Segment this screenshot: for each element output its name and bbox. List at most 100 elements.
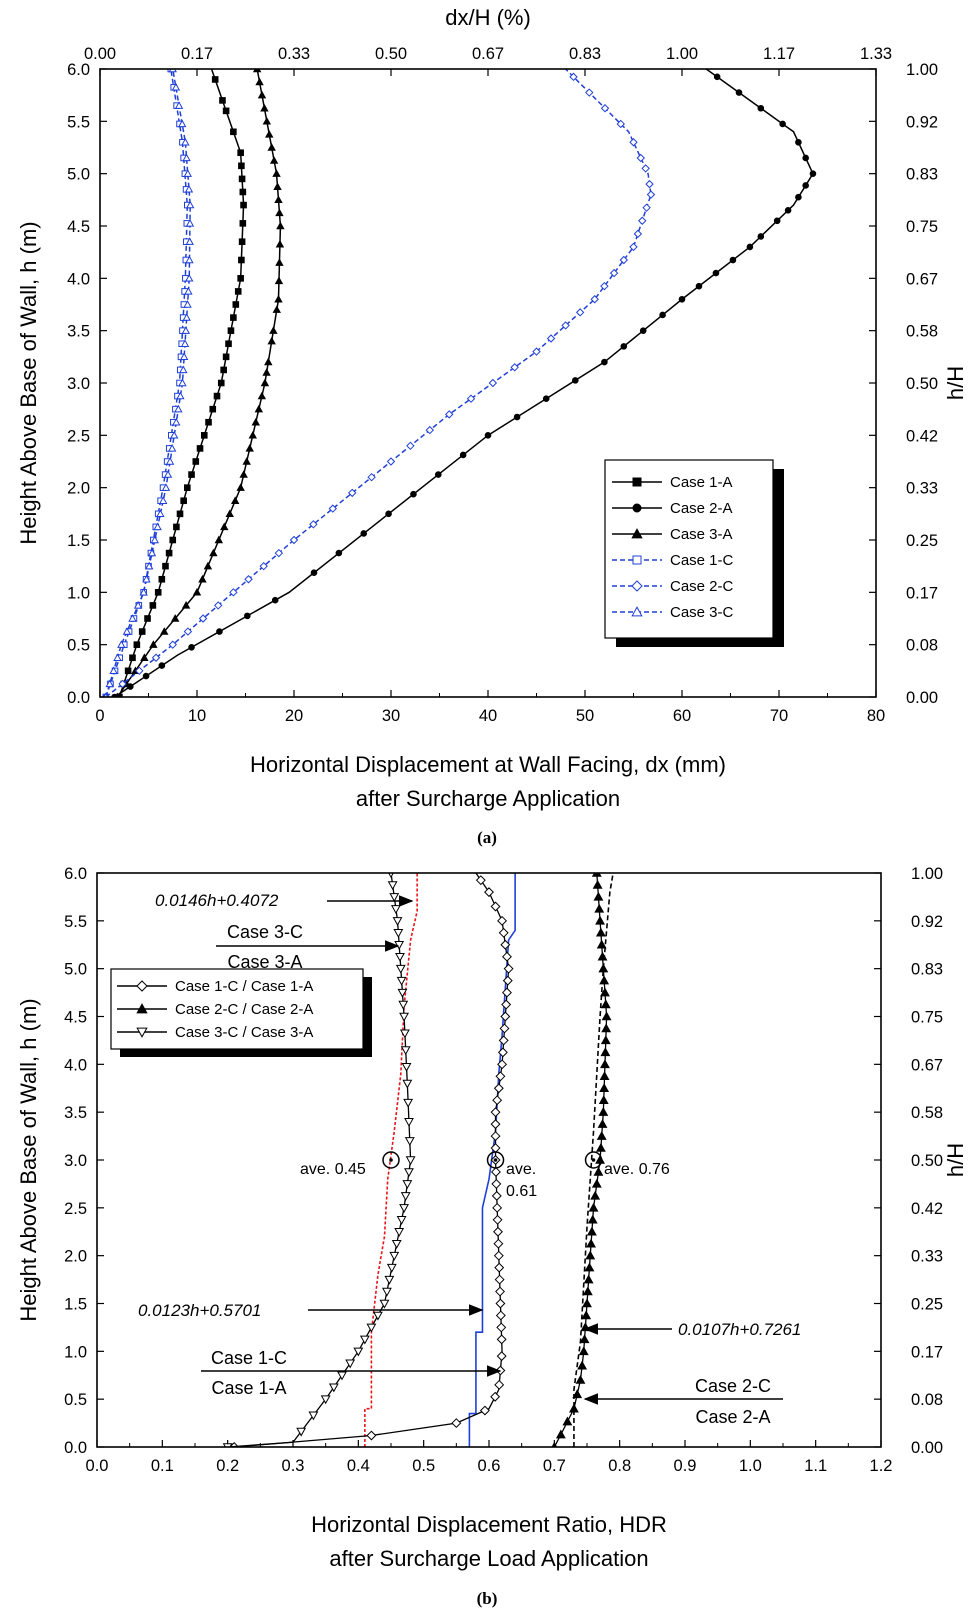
data-point-case-2-c-case-2-a: [583, 1274, 594, 1284]
data-point-case-1-a: [230, 128, 237, 136]
data-point-case-1-c-case-1-a: [495, 1310, 506, 1321]
data-point-case-1-a: [219, 97, 226, 104]
data-point-case-1-c-case-1-a: [366, 1430, 377, 1441]
data-point-case-2-c-case-2-a: [595, 915, 605, 925]
data-point-case-3-a: [220, 522, 229, 531]
data-point-case-3-c-case-3-a: [366, 1323, 377, 1333]
data-point-case-1-a: [213, 392, 221, 400]
x-tick-label: 0.4: [347, 1457, 370, 1475]
plot-frame: [96, 872, 882, 1448]
data-point-case-2-a: [158, 662, 166, 669]
data-point-case-3-c-case-3-a: [395, 964, 406, 974]
legend-marker-case-2-a: [632, 503, 642, 513]
data-point-case-2-c-case-2-a: [601, 1023, 612, 1033]
data-point-case-3-c-case-3-a: [345, 1359, 356, 1369]
data-point-case-3-c: [147, 548, 157, 557]
data-point-case-2-c-case-2-a: [581, 1310, 592, 1320]
data-point-case-3-a: [214, 535, 224, 544]
data-point-case-3-a: [198, 574, 207, 583]
data-point-case-3-a: [203, 561, 213, 570]
fit-annotation-case1: 0.0123h+0.5701: [138, 1301, 484, 1320]
data-point-case-2-c: [642, 203, 651, 212]
data-point-case-1-a: [188, 471, 195, 478]
x-tick-label: 30: [382, 707, 400, 725]
data-point-case-1-c-case-1-a: [490, 1391, 501, 1402]
y2-tick-label: 0.50: [911, 1152, 943, 1170]
data-point-case-2-c: [633, 229, 643, 239]
x-tick-label: 1.1: [804, 1457, 827, 1475]
legend-marker-case-2-c: [631, 580, 643, 592]
data-point-case-2-a: [310, 569, 318, 577]
fit-line-0-0123h-0-5701: [468, 873, 516, 1447]
data-point-case-1-a: [144, 615, 151, 622]
ratio-denominator-case2: Case 2-A: [695, 1407, 770, 1427]
legend-label-case-1-c: Case 1-C: [670, 552, 734, 569]
fit-equation-case3: 0.0146h+0.4072: [155, 891, 279, 910]
y2-tick-label: 0.50: [906, 375, 938, 393]
y-tick-label: 1.0: [64, 1343, 87, 1361]
data-point-case-3-c: [167, 444, 177, 452]
y2-tick-label: 0.58: [906, 323, 938, 341]
x-tick-label: 0: [95, 707, 104, 725]
data-point-case-3-c-case-3-a: [402, 1079, 413, 1089]
data-point-case-2-c-case-2-a: [598, 1095, 609, 1104]
data-point-case-3-c: [153, 522, 162, 531]
y2-tick-label: 0.75: [906, 218, 938, 236]
data-point-case-1-a: [220, 366, 227, 374]
data-point-case-3-c-case-3-a: [392, 917, 403, 926]
data-point-case-2-a: [410, 490, 417, 498]
x-tick-label: 0.9: [674, 1457, 697, 1475]
x2-tick-label: 1.17: [763, 45, 795, 63]
data-point-case-1-c-case-1-a: [501, 999, 512, 1010]
data-point-case-1-c-case-1-a: [494, 1379, 505, 1390]
data-point-case-2-c-case-2-a: [582, 1286, 593, 1296]
data-point-case-3-c: [171, 82, 181, 91]
data-point-case-2-a: [695, 282, 703, 290]
data-point-case-3-a: [272, 305, 281, 313]
y2-tick-label: 0.42: [911, 1200, 943, 1218]
data-point-case-1-c-case-1-a: [495, 1298, 506, 1309]
x2-tick-label: 0.33: [278, 45, 310, 63]
data-point-case-2-c: [183, 627, 193, 636]
data-point-case-3-c: [185, 273, 194, 282]
data-point-case-3-c: [122, 627, 132, 635]
y-tick-label: 5.0: [67, 166, 90, 184]
plot-frame: [99, 68, 877, 698]
x2-tick-label: 1.33: [860, 45, 892, 63]
data-point-case-1-c-case-1-a: [490, 1167, 501, 1177]
data-point-case-1-a: [238, 162, 245, 170]
data-point-case-2-c: [600, 104, 610, 113]
data-point-case-2-a: [244, 612, 251, 620]
data-point-case-3-c: [185, 255, 194, 264]
data-point-case-3-c: [150, 535, 160, 544]
legend-items: Case 1-A Case 2-A Case 3-A Case 1-C Case 2-C…: [612, 474, 734, 621]
x-tick-label: 1.2: [870, 1457, 893, 1475]
data-point-case-1-c-case-1-a: [497, 915, 508, 926]
data-point-case-2-c: [590, 295, 599, 304]
data-point-case-1-a: [149, 602, 157, 609]
legend-marker-case-1-c: [632, 555, 642, 565]
data-point-case-3-a: [269, 156, 279, 164]
panel-label-a: (a): [477, 828, 497, 847]
data-point-case-3-c-case-3-a: [400, 1192, 411, 1201]
x2-tick-label: 0.67: [472, 45, 504, 63]
data-point-case-3-c-case-3-a: [395, 952, 405, 962]
data-point-case-2-c-case-2-a: [584, 1262, 595, 1272]
data-point-case-1-c-case-1-a: [502, 987, 512, 998]
y-tick-label: 4.5: [67, 218, 90, 236]
data-point-case-1-a: [176, 510, 184, 518]
y-tick-label: 2.5: [67, 427, 90, 445]
data-point-case-1-c-case-1-a: [503, 963, 514, 974]
data-point-case-1-c-case-1-a: [475, 875, 486, 886]
y2-tick-label: 0.08: [911, 1391, 943, 1409]
ratio-numerator-case2: Case 2-C: [695, 1376, 771, 1396]
legend-label-case-3-c: Case 3-C: [670, 604, 734, 621]
data-point-case-3-c-case-3-a: [390, 905, 401, 914]
data-point-case-3-c: [185, 218, 195, 227]
average-label-case2: ave. 0.76: [604, 1161, 670, 1178]
data-point-case-3-c-case-3-a: [394, 940, 405, 950]
data-point-case-3-a: [257, 90, 267, 99]
average-markers: [382, 1151, 603, 1169]
data-point-case-1-a: [154, 589, 162, 596]
data-point-case-1-a: [234, 288, 242, 295]
